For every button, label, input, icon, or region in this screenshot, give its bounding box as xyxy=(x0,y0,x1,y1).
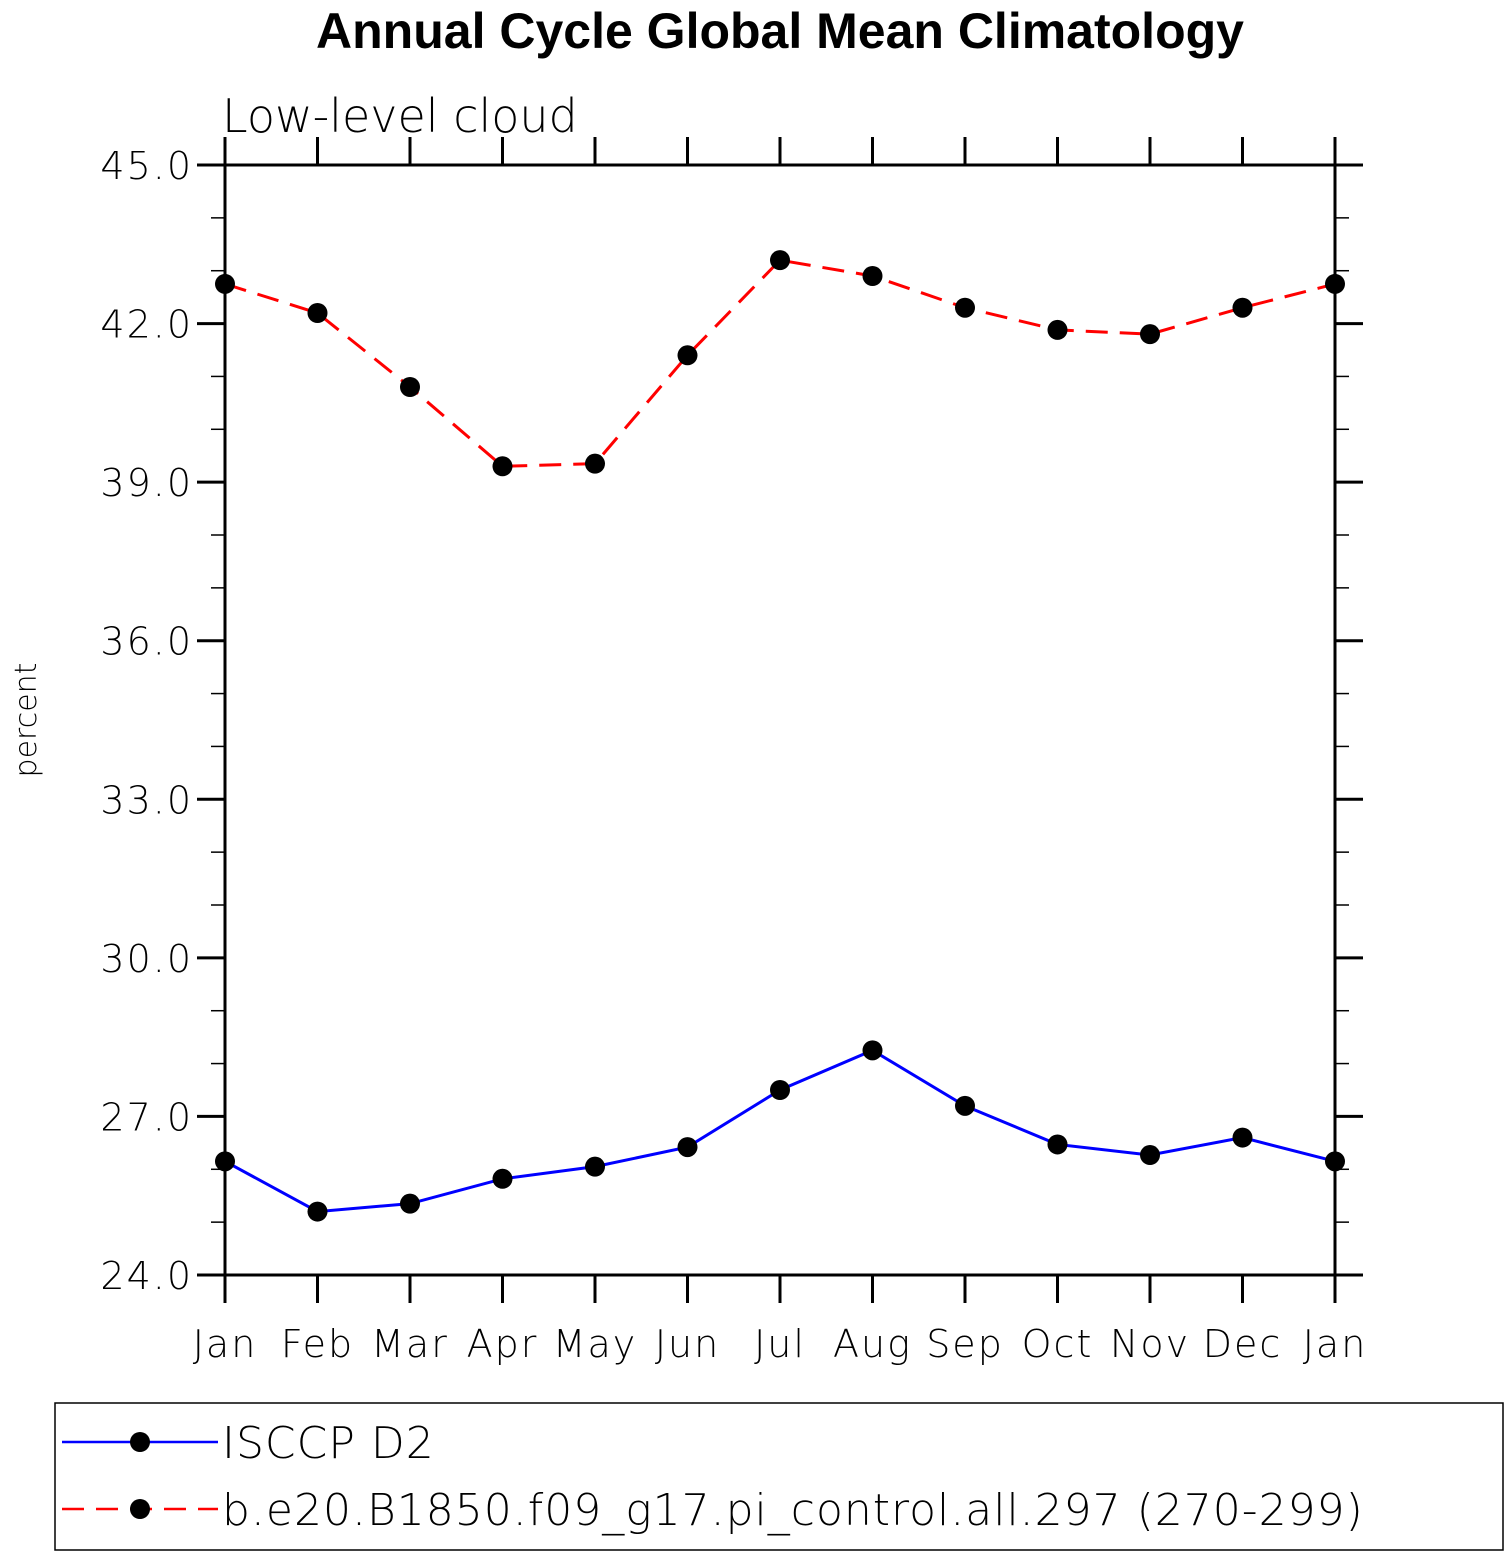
data-point xyxy=(955,297,975,318)
data-point xyxy=(215,273,235,294)
data-point xyxy=(215,1151,235,1172)
y-tick-labels: 24.0 27.0 30.0 33.0 36.0 39.0 42.0 45.0 xyxy=(100,144,193,1298)
x-tick-label: Jan xyxy=(1303,1322,1368,1366)
x-tick-label: Dec xyxy=(1203,1322,1283,1366)
chart-title: Annual Cycle Global Mean Climatology xyxy=(316,3,1244,59)
y-tick-label: 42.0 xyxy=(100,303,193,347)
data-point xyxy=(1232,1127,1253,1148)
data-point xyxy=(955,1095,975,1116)
data-point xyxy=(677,1137,698,1158)
data-point xyxy=(585,453,605,474)
y-axis-label: percent xyxy=(9,663,44,778)
axis-ticks xyxy=(197,137,1363,1303)
x-tick-label: Sep xyxy=(926,1322,1004,1366)
data-point xyxy=(492,456,513,477)
series-group xyxy=(215,250,1345,1222)
legend-box xyxy=(54,1402,1504,1551)
legend-marker xyxy=(130,1499,150,1519)
x-tick-label: Mar xyxy=(371,1322,449,1366)
y-tick-label: 24.0 xyxy=(100,1254,193,1298)
x-tick-labels: Jan Feb Mar Apr May Jun Jul Aug Sep Oct Nov Dec Jan xyxy=(193,1322,1368,1366)
y-tick-label: 27.0 xyxy=(100,1095,193,1139)
y-tick-label: 30.0 xyxy=(100,937,193,981)
x-tick-label: Feb xyxy=(281,1322,354,1366)
legend-label: ISCCP D2 xyxy=(222,1418,435,1469)
data-point xyxy=(585,1156,605,1177)
legend-label: b.e20.B1850.f09_g17.pi_control.all.297 (… xyxy=(222,1485,1364,1536)
legend-marker xyxy=(130,1432,150,1452)
y-tick-label: 45.0 xyxy=(100,144,193,188)
y-tick-label: 39.0 xyxy=(100,461,193,505)
x-tick-label: Nov xyxy=(1110,1322,1190,1366)
chart-subtitle: Low-level cloud xyxy=(222,89,578,143)
x-tick-label: Apr xyxy=(467,1322,539,1366)
data-point xyxy=(492,1168,513,1189)
x-tick-label: Jul xyxy=(754,1322,806,1366)
data-point xyxy=(1140,324,1160,345)
data-point xyxy=(1140,1145,1160,1166)
data-point xyxy=(1325,273,1345,294)
data-point xyxy=(862,1040,883,1061)
legend: ISCCP D2 b.e20.B1850.f09_g17.pi_control.a… xyxy=(62,1418,1364,1536)
data-point xyxy=(770,250,790,271)
data-point xyxy=(770,1080,790,1100)
data-point xyxy=(1047,319,1068,340)
x-tick-label: Oct xyxy=(1022,1322,1094,1366)
data-point xyxy=(1232,297,1253,318)
series-line-2 xyxy=(224,258,1336,468)
x-tick-label: Jun xyxy=(655,1322,720,1366)
x-tick-label: May xyxy=(553,1322,638,1366)
data-point xyxy=(307,303,328,323)
data-point xyxy=(307,1201,328,1222)
data-point xyxy=(400,377,420,397)
y-tick-label: 33.0 xyxy=(100,778,193,822)
x-tick-label: Aug xyxy=(833,1322,912,1366)
data-point xyxy=(677,345,698,366)
plot-frame xyxy=(223,163,1337,1277)
data-point xyxy=(1047,1134,1068,1155)
data-point xyxy=(1325,1151,1345,1172)
data-point xyxy=(862,266,883,286)
data-point xyxy=(400,1193,420,1214)
series-line-1 xyxy=(224,1048,1336,1214)
x-tick-label: Jan xyxy=(193,1322,258,1366)
y-tick-label: 36.0 xyxy=(100,620,193,664)
